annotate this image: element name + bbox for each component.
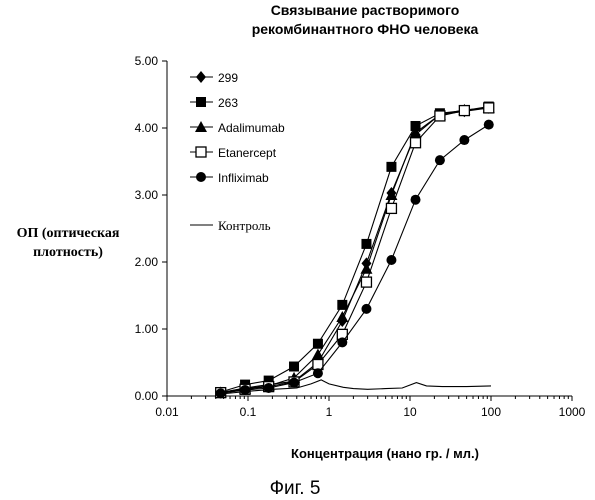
data-point [411,195,421,205]
series-line [221,125,489,394]
legend-marker [196,71,206,83]
legend-label: 299 [218,71,238,85]
legend-label: Etanercept [218,146,277,160]
data-point [435,155,445,165]
legend-marker [196,147,206,157]
legend-label: 263 [218,96,238,110]
x-tick-label: 1 [326,405,333,419]
data-point [386,162,396,172]
y-tick-label: 2.00 [135,255,159,269]
data-point [313,368,323,378]
data-point [289,362,299,372]
legend-label: Контроль [218,218,271,233]
x-tick-label: 10 [403,405,417,419]
data-point [484,120,494,130]
data-point [337,300,347,310]
y-tick-label: 5.00 [135,54,159,68]
chart-canvas: 0.00 1.00 2.00 3.00 4.00 5.00 0.01 0.1 1 10 100 100… [0,0,595,470]
data-point [361,304,371,314]
data-point [386,255,396,265]
legend-marker [196,172,206,182]
data-point [313,339,323,349]
data-point [289,378,299,388]
legend-label: Infliximab [218,171,269,185]
data-point [361,277,371,287]
data-point [459,135,469,145]
chart-axes: 0.00 1.00 2.00 3.00 4.00 5.00 0.01 0.1 1 10 100 100… [135,54,586,419]
data-point [361,239,371,249]
data-point [386,203,396,213]
data-point [435,111,445,121]
data-point [411,138,421,148]
y-tick-label: 1.00 [135,322,159,336]
data-point [312,348,324,359]
y-tick-label: 4.00 [135,121,159,135]
y-tick-label: 0.00 [135,389,159,403]
y-tick-label: 3.00 [135,188,159,202]
x-tick-label: 1000 [559,405,586,419]
x-tick-label: 0.1 [240,405,257,419]
x-tick-label: 100 [481,405,501,419]
chart-legend: 299 263 Adalimumab Etanercept Infliximab Конт… [190,71,285,233]
data-point [459,106,469,116]
legend-label: Adalimumab [218,121,285,135]
x-tick-label: 0.01 [155,405,179,419]
data-point [484,103,494,113]
series-4 [216,120,494,399]
figure-caption: Фиг. 5 [245,478,345,500]
data-point [337,337,347,347]
data-point [240,385,250,395]
legend-marker [196,97,206,107]
data-point [264,383,274,393]
